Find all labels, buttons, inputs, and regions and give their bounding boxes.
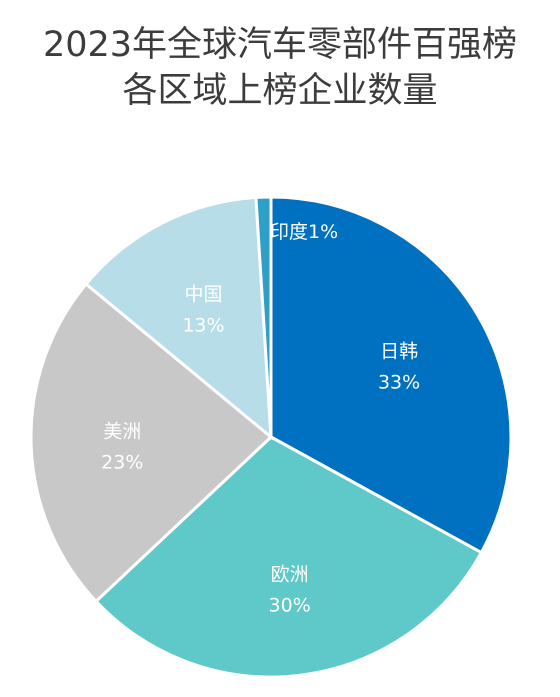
chart-title-line-1: 2023年全球汽车零部件百强榜: [42, 25, 518, 65]
pie-label-category-2: 美洲: [103, 421, 141, 443]
pie-label-category-4: 印度: [270, 221, 308, 243]
pie-slices: [29, 195, 513, 679]
pie-slice-3: [83, 195, 273, 441]
pie-label-category-0: 日韩: [380, 340, 418, 362]
pie-label-category-1: 欧洲: [271, 564, 309, 586]
pie-label-value-1: 30%: [269, 595, 311, 617]
chart-title: 2023年全球汽车零部件百强榜 各区域上榜企业数量: [0, 22, 560, 114]
pie-label-value-2: 23%: [101, 452, 143, 474]
pie-label-category-3: 中国: [184, 283, 222, 305]
pie-slice-2: [29, 281, 274, 604]
pie-slice-4: [254, 195, 273, 438]
pie-slice-1: [93, 435, 484, 679]
pie-label-value-4: 1%: [308, 221, 338, 243]
pie-label-value-3: 13%: [182, 314, 224, 336]
chart-title-line-2: 各区域上榜企业数量: [122, 71, 438, 111]
pie-slice-0: [269, 195, 513, 555]
pie-labels: 日韩 33% 欧洲 30% 美洲 23% 中国 13% 印度1%: [101, 221, 420, 616]
pie-label-value-0: 33%: [378, 371, 420, 393]
pie-label-4: 印度1%: [270, 221, 338, 243]
